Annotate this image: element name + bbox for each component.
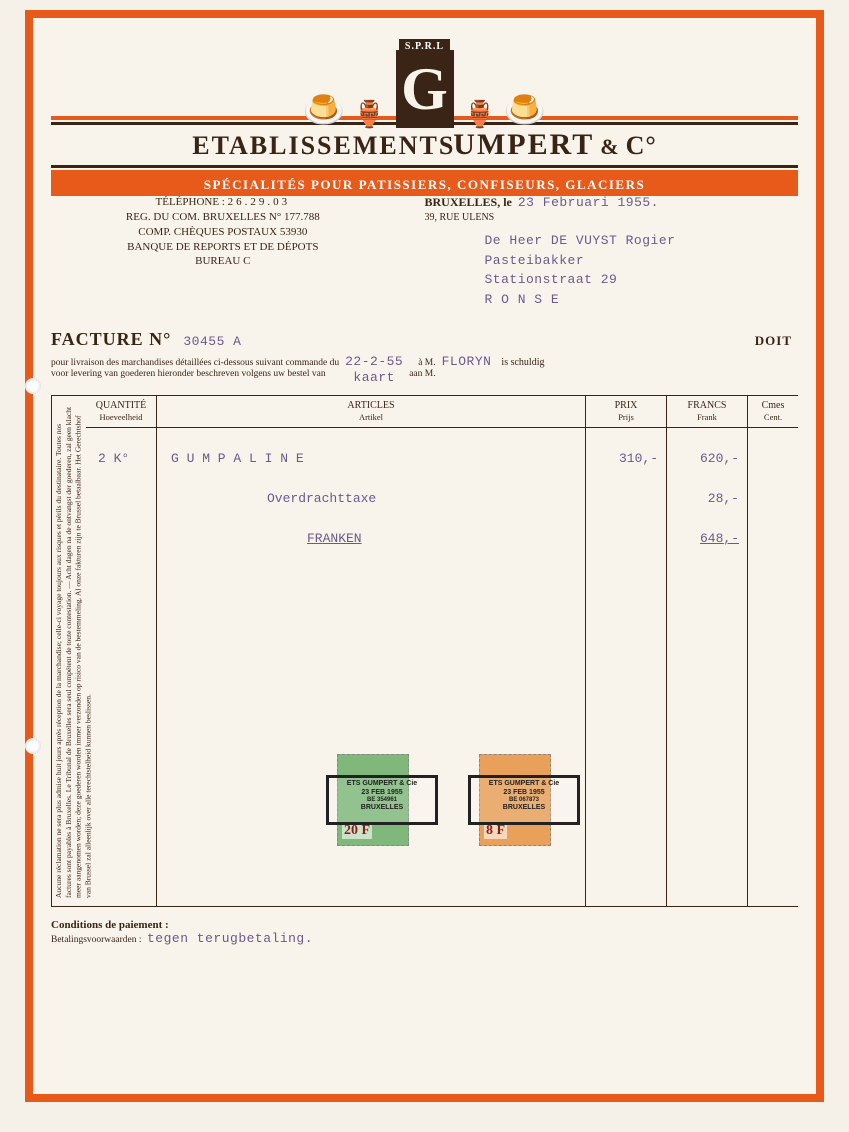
conditions-label-nl: Betalingsvoorwaarden : xyxy=(51,935,142,945)
cake-icon: 🍮 xyxy=(303,94,345,128)
cake-icon: 🍮 xyxy=(504,94,546,128)
doit-label: DOIT xyxy=(755,333,792,349)
punch-hole xyxy=(25,378,41,394)
recipient-block: De Heer DE VUYST Rogier Pasteibakker Sta… xyxy=(485,231,799,309)
stamp-cancel: ETS GUMPERT & Cie 23 FEB 1955 BE 067873 … xyxy=(468,775,580,825)
col-centimes: CmesCent. xyxy=(748,396,798,906)
qty-header: QUANTITÉ xyxy=(96,400,147,411)
payment-conditions: Conditions de paiement : Betalingsvoorwa… xyxy=(51,919,798,946)
order-text-fr: pour livraison des marchandises détaillé… xyxy=(51,358,339,368)
invoice-page: S.P.R.L 🍮 🏺 G 🏺 🍮 ETABLISSEMENTS UMPERT … xyxy=(25,10,824,1102)
cancel-date: 23 FEB 1955 xyxy=(473,789,575,797)
col-francs: FRANCSFrank 620,- 28,- 648,- xyxy=(667,396,748,906)
amount-total: 648,- xyxy=(700,531,739,546)
subtitle-bar: SPÉCIALITÉS POUR PATISSIERS, CONFISEURS,… xyxy=(51,174,798,196)
art-header-sub: Artikel xyxy=(159,412,583,422)
stamp-green-serial: BE 354961 xyxy=(331,797,433,804)
urn-icon: 🏺 xyxy=(353,102,385,128)
order-reference-line: pour livraison des marchandises détaillé… xyxy=(51,354,798,385)
price-1: 310,- xyxy=(619,451,658,466)
article-2: Overdrachttaxe xyxy=(267,491,376,506)
rep-name: FLORYN xyxy=(442,354,492,369)
order-text-nl: voor levering van goederen hieronder bes… xyxy=(51,369,326,379)
cancel-company: ETS GUMPERT & Cie xyxy=(473,780,575,788)
cmes-header-sub: Cent. xyxy=(750,412,796,422)
company-co: C° xyxy=(626,131,657,161)
issue-date: 23 Februari 1955. xyxy=(518,195,659,210)
issuer-block: BRUXELLES, le 23 Februari 1955. 39, RUE … xyxy=(425,195,799,309)
francs-header-sub: Frank xyxy=(669,412,745,422)
banque-line: BANQUE DE REPORTS ET DE DÉPOTS xyxy=(51,240,395,255)
article-total-label: FRANKEN xyxy=(307,531,362,546)
logo-g: G xyxy=(396,50,454,128)
reg-line: REG. DU COM. BRUXELLES N° 177.788 xyxy=(51,210,395,225)
punch-hole xyxy=(25,738,41,754)
schuldig-label: is schuldig xyxy=(501,357,544,368)
prix-header-sub: Prijs xyxy=(588,412,664,422)
invoice-number-line: FACTURE N° 30455 A DOIT xyxy=(51,329,798,350)
telephone-label: TÉLÉPHONE : xyxy=(156,196,225,208)
issuer-address: 39, RUE ULENS xyxy=(425,212,799,223)
letterhead: S.P.R.L 🍮 🏺 G 🏺 🍮 ETABLISSEMENTS UMPERT … xyxy=(51,36,798,181)
amount-1: 620,- xyxy=(700,451,739,466)
col-price: PRIXPrijs 310,- xyxy=(586,396,667,906)
invoice-table: Aucune réclamation ne sera plus admise h… xyxy=(51,395,798,907)
invoice-label: FACTURE N° xyxy=(51,329,171,349)
telephone-number: 26.29.03 xyxy=(228,196,291,208)
cancel-company: ETS GUMPERT & Cie xyxy=(331,780,433,788)
conditions-label-fr: Conditions de paiement : xyxy=(51,919,169,931)
francs-header: FRANCS xyxy=(688,400,727,411)
fiscal-stamp-green: 20 F ETS GUMPERT & Cie 23 FEB 1955 BE 35… xyxy=(337,754,409,846)
recipient-street: Stationstraat 29 xyxy=(485,270,799,290)
article-1: G U M P A L I N E xyxy=(171,451,304,466)
col-quantity: QUANTITÉHoeveelheid 2 K° xyxy=(86,396,157,906)
amount-2: 28,- xyxy=(708,491,739,506)
art-header: ARTICLES xyxy=(347,400,394,411)
recipient-city: R O N S E xyxy=(485,290,799,310)
col-articles: ARTICLESArtikel G U M P A L I N E Overdr… xyxy=(157,396,586,906)
company-name-right: UMPERT xyxy=(453,128,594,162)
info-row: TÉLÉPHONE : 26.29.03 REG. DU COM. BRUXEL… xyxy=(51,195,798,309)
order-date: 22-2-55 xyxy=(345,354,403,369)
stamp-orange-value: 8 F xyxy=(484,823,507,839)
stamp-orange-serial: BE 067873 xyxy=(473,797,575,804)
city-label: BRUXELLES, le xyxy=(425,195,512,209)
cmes-header: Cmes xyxy=(762,400,785,411)
company-amp: & xyxy=(600,134,619,160)
stamp-cancel: ETS GUMPERT & Cie 23 FEB 1955 BE 354961 … xyxy=(326,775,438,825)
bureau-line: BUREAU C xyxy=(51,254,395,269)
a-m-nl: aan M. xyxy=(409,369,435,379)
qty-header-sub: Hoeveelheid xyxy=(88,412,154,422)
stamp-green-value: 20 F xyxy=(342,823,372,839)
cancel-city: BRUXELLES xyxy=(473,804,575,812)
prix-header: PRIX xyxy=(615,400,638,411)
a-m-fr: à M. xyxy=(418,358,435,368)
invoice-number: 30455 A xyxy=(183,334,241,349)
contact-block: TÉLÉPHONE : 26.29.03 REG. DU COM. BRUXEL… xyxy=(51,195,395,309)
cancel-city: BRUXELLES xyxy=(331,804,433,812)
company-name-left: ETABLISSEMENTS xyxy=(192,131,455,161)
fiscal-stamps: 20 F ETS GUMPERT & Cie 23 FEB 1955 BE 35… xyxy=(337,754,551,846)
cheques-line: COMP. CHÈQUES POSTAUX 53930 xyxy=(51,225,395,240)
recipient-profession: Pasteibakker xyxy=(485,251,799,271)
recipient-name: De Heer DE VUYST Rogier xyxy=(485,231,799,251)
order-medium: kaart xyxy=(353,370,395,385)
qty-value: 2 K° xyxy=(98,451,129,466)
cancel-date: 23 FEB 1955 xyxy=(331,789,433,797)
payment-terms: tegen terugbetaling. xyxy=(147,931,313,946)
fiscal-stamp-orange: 8 F ETS GUMPERT & Cie 23 FEB 1955 BE 067… xyxy=(479,754,551,846)
urn-icon: 🏺 xyxy=(464,102,496,128)
legal-side-note: Aucune réclamation ne sera plus admise h… xyxy=(51,396,86,906)
